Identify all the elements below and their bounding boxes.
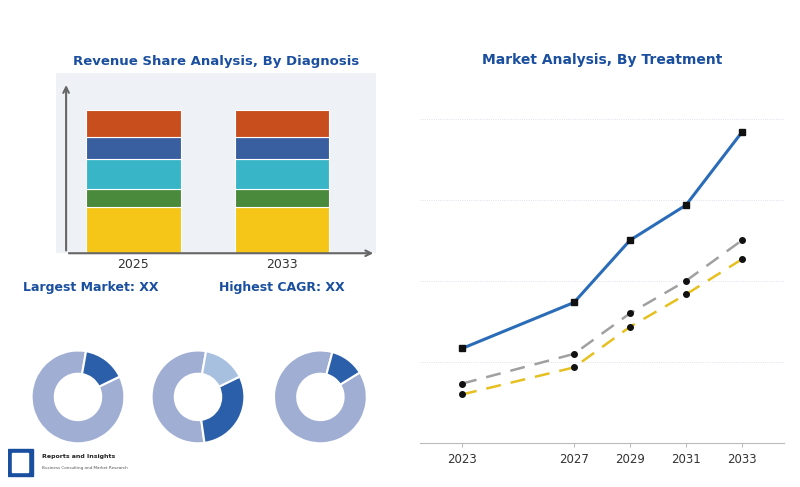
Text: Reports and Insights: Reports and Insights — [42, 454, 115, 459]
Wedge shape — [274, 351, 366, 443]
FancyBboxPatch shape — [13, 453, 28, 472]
Bar — [86, 207, 181, 253]
Wedge shape — [202, 376, 245, 443]
Title: Revenue Share Analysis, By Diagnosis: Revenue Share Analysis, By Diagnosis — [73, 55, 359, 68]
Bar — [86, 159, 181, 189]
Title: Market Analysis, By Treatment: Market Analysis, By Treatment — [482, 53, 722, 67]
Text: Largest Market: XX: Largest Market: XX — [23, 281, 158, 294]
Bar — [234, 110, 329, 137]
Text: Highest CAGR: XX: Highest CAGR: XX — [218, 281, 344, 294]
Wedge shape — [152, 351, 206, 443]
Bar — [234, 159, 329, 189]
Bar — [86, 189, 181, 207]
FancyBboxPatch shape — [8, 449, 33, 476]
Text: GLOBAL TRANSIENT ISCHEMIC ATTACK MARKET SEGMENT ANALYSIS: GLOBAL TRANSIENT ISCHEMIC ATTACK MARKET … — [10, 19, 516, 32]
Bar — [86, 137, 181, 159]
Wedge shape — [326, 352, 360, 385]
Bar — [234, 189, 329, 207]
Bar — [234, 137, 329, 159]
Bar — [234, 207, 329, 253]
Text: Business Consulting and Market Research: Business Consulting and Market Research — [42, 467, 127, 470]
Wedge shape — [32, 351, 124, 443]
Wedge shape — [202, 351, 240, 387]
Wedge shape — [82, 351, 120, 387]
Bar — [86, 110, 181, 137]
